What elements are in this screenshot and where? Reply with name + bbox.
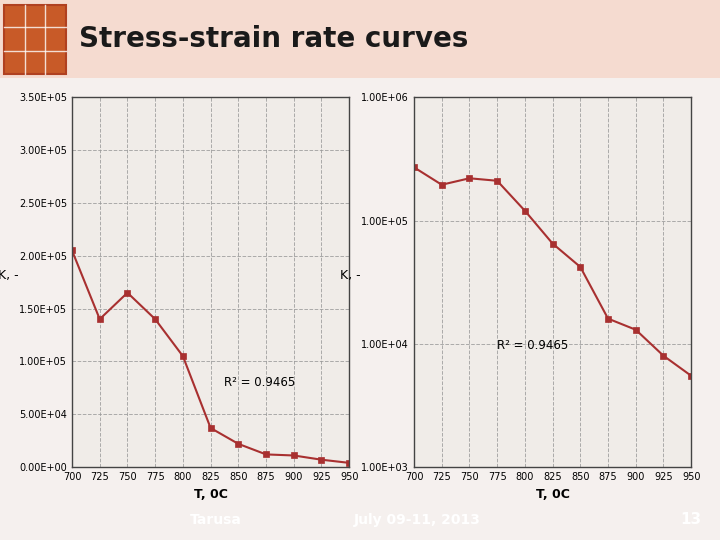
Text: July 09-11, 2013: July 09-11, 2013 [354,513,481,526]
Y-axis label: K, -: K, - [340,269,361,282]
Text: R² = 0.9465: R² = 0.9465 [497,339,568,352]
Text: Tarusa: Tarusa [190,513,242,526]
X-axis label: T, 0C: T, 0C [536,488,570,501]
FancyBboxPatch shape [0,0,720,78]
Text: 13: 13 [680,512,702,527]
Text: Stress-strain rate curves: Stress-strain rate curves [79,25,469,53]
X-axis label: T, 0C: T, 0C [194,488,228,501]
Y-axis label: K, -: K, - [0,269,18,282]
Text: R² = 0.9465: R² = 0.9465 [225,376,296,389]
FancyBboxPatch shape [4,5,66,73]
